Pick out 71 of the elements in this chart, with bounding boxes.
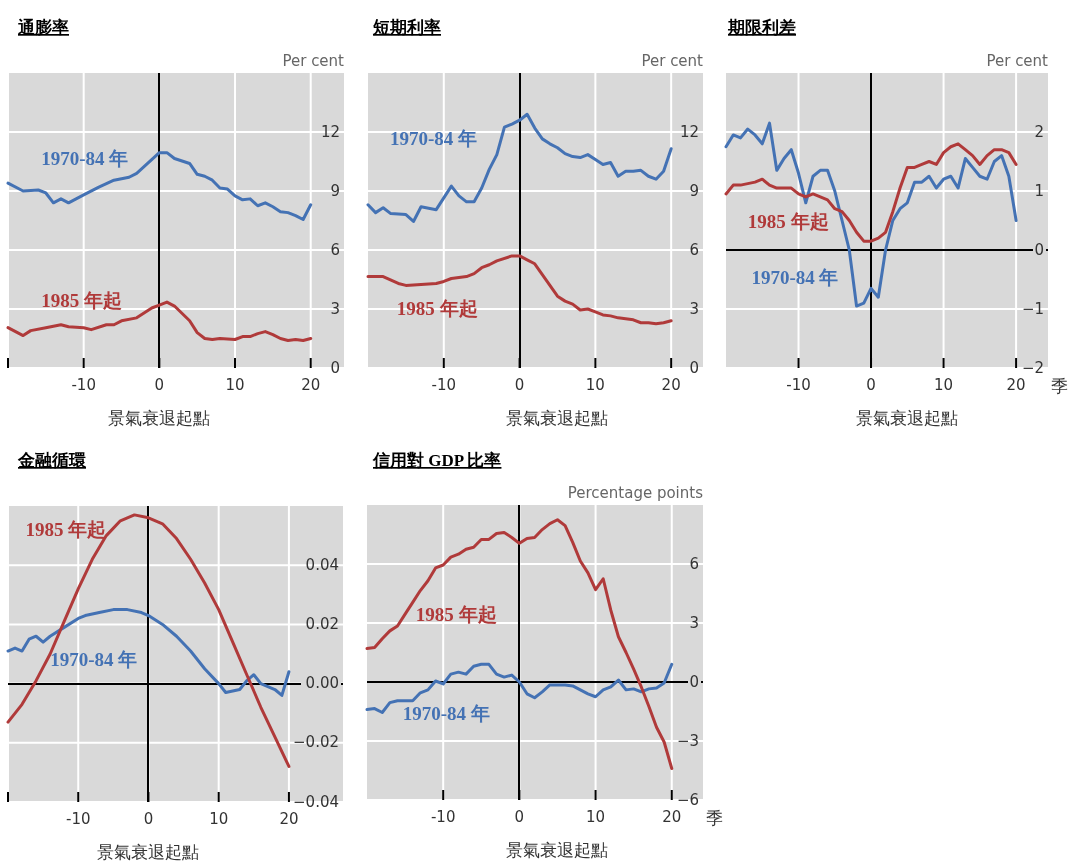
x-tick-label: 0 bbox=[154, 376, 165, 394]
x-tick-label: 10 bbox=[586, 808, 606, 826]
y-axis-title: Per cent bbox=[641, 52, 704, 70]
y-tick-label: 0.00 bbox=[305, 674, 339, 693]
chart-title: 短期利率 bbox=[372, 18, 441, 37]
y-tick-label: 9 bbox=[330, 181, 340, 200]
x-tick-label: 0 bbox=[143, 810, 154, 828]
y-tick-label: 12 bbox=[679, 122, 699, 141]
y-tick-label: 1 bbox=[1034, 181, 1044, 200]
y-tick-label: 0.02 bbox=[305, 614, 339, 633]
y-tick-label: 0 bbox=[689, 358, 699, 377]
y-tick-label: 0 bbox=[689, 672, 699, 691]
y-tick-label: −3 bbox=[676, 731, 699, 750]
x-tick-label: 10 bbox=[209, 810, 229, 828]
x-tick-label: 0 bbox=[866, 376, 876, 394]
y-tick-label: −0.04 bbox=[293, 792, 339, 811]
y-tick-label: 0 bbox=[1034, 240, 1044, 259]
x-axis-title: 景氣衰退起點 bbox=[856, 409, 959, 428]
x-axis-title: 景氣衰退起點 bbox=[506, 841, 609, 860]
y-tick-label: −2 bbox=[1021, 358, 1044, 377]
y-tick-label: 3 bbox=[330, 299, 340, 318]
chart-title: 期限利差 bbox=[727, 18, 796, 37]
x-tick-label: 20 bbox=[662, 808, 682, 826]
y-tick-label: 6 bbox=[689, 554, 699, 573]
y-tick-label: 9 bbox=[689, 181, 699, 200]
y-tick-label: 2 bbox=[1034, 122, 1044, 141]
y-tick-label: 3 bbox=[689, 299, 699, 318]
x-tick-label: 20 bbox=[661, 376, 681, 394]
chart-title: 通膨率 bbox=[17, 18, 69, 37]
x-axis-title: 景氣衰退起點 bbox=[506, 409, 609, 428]
series-label: 1985 年起 bbox=[747, 211, 829, 233]
series-label: 1985 年起 bbox=[25, 519, 107, 541]
x-tick-label: -10 bbox=[65, 810, 91, 828]
x-tick-label: 0 bbox=[514, 376, 525, 394]
x-tick-label: 0 bbox=[514, 808, 525, 826]
text: 季 bbox=[706, 809, 723, 828]
y-axis-title: Percentage points bbox=[567, 484, 704, 502]
series-label: 1985 年起 bbox=[415, 603, 497, 625]
series-label: 1970-84 年 bbox=[402, 703, 490, 725]
x-tick-label: 20 bbox=[279, 810, 299, 828]
series-label: 1985 年起 bbox=[396, 298, 478, 320]
x-tick-label: 20 bbox=[1006, 376, 1026, 394]
y-tick-label: 6 bbox=[689, 240, 699, 259]
y-axis-title: Per cent bbox=[986, 52, 1049, 70]
x-tick-label: 10 bbox=[225, 376, 245, 394]
y-tick-label: 0 bbox=[330, 358, 340, 377]
series-label: 1985 年起 bbox=[41, 290, 123, 312]
series-label: 1970-84 年 bbox=[751, 267, 839, 289]
series-label: 1970-84 年 bbox=[389, 128, 478, 150]
chart-title: 金融循環 bbox=[17, 451, 87, 470]
y-tick-label: 0.04 bbox=[305, 555, 339, 574]
x-axis-title: 景氣衰退起點 bbox=[97, 843, 200, 862]
x-tick-label: 10 bbox=[934, 376, 954, 394]
chart-title: 信用對 GDP 比率 bbox=[372, 451, 502, 470]
x-tick-label: -10 bbox=[431, 376, 457, 394]
x-axis-title: 景氣衰退起點 bbox=[108, 409, 211, 428]
y-axis-title: Per cent bbox=[282, 52, 345, 70]
x-tick-label: -10 bbox=[430, 808, 456, 826]
y-tick-label: −1 bbox=[1021, 299, 1044, 318]
y-tick-label: 3 bbox=[689, 613, 699, 632]
x-tick-label: 10 bbox=[585, 376, 605, 394]
y-tick-label: 12 bbox=[320, 122, 340, 141]
y-tick-label: 6 bbox=[330, 240, 340, 259]
series-label: 1970-84 年 bbox=[50, 649, 138, 671]
x-tick-label: -10 bbox=[71, 376, 96, 394]
y-tick-label: −6 bbox=[676, 790, 699, 809]
y-tick-label: −0.02 bbox=[293, 733, 339, 752]
x-tick-label: -10 bbox=[786, 376, 811, 394]
series-label: 1970-84 年 bbox=[41, 147, 129, 169]
text: 季 bbox=[1051, 377, 1068, 396]
x-tick-label: 20 bbox=[301, 376, 321, 394]
